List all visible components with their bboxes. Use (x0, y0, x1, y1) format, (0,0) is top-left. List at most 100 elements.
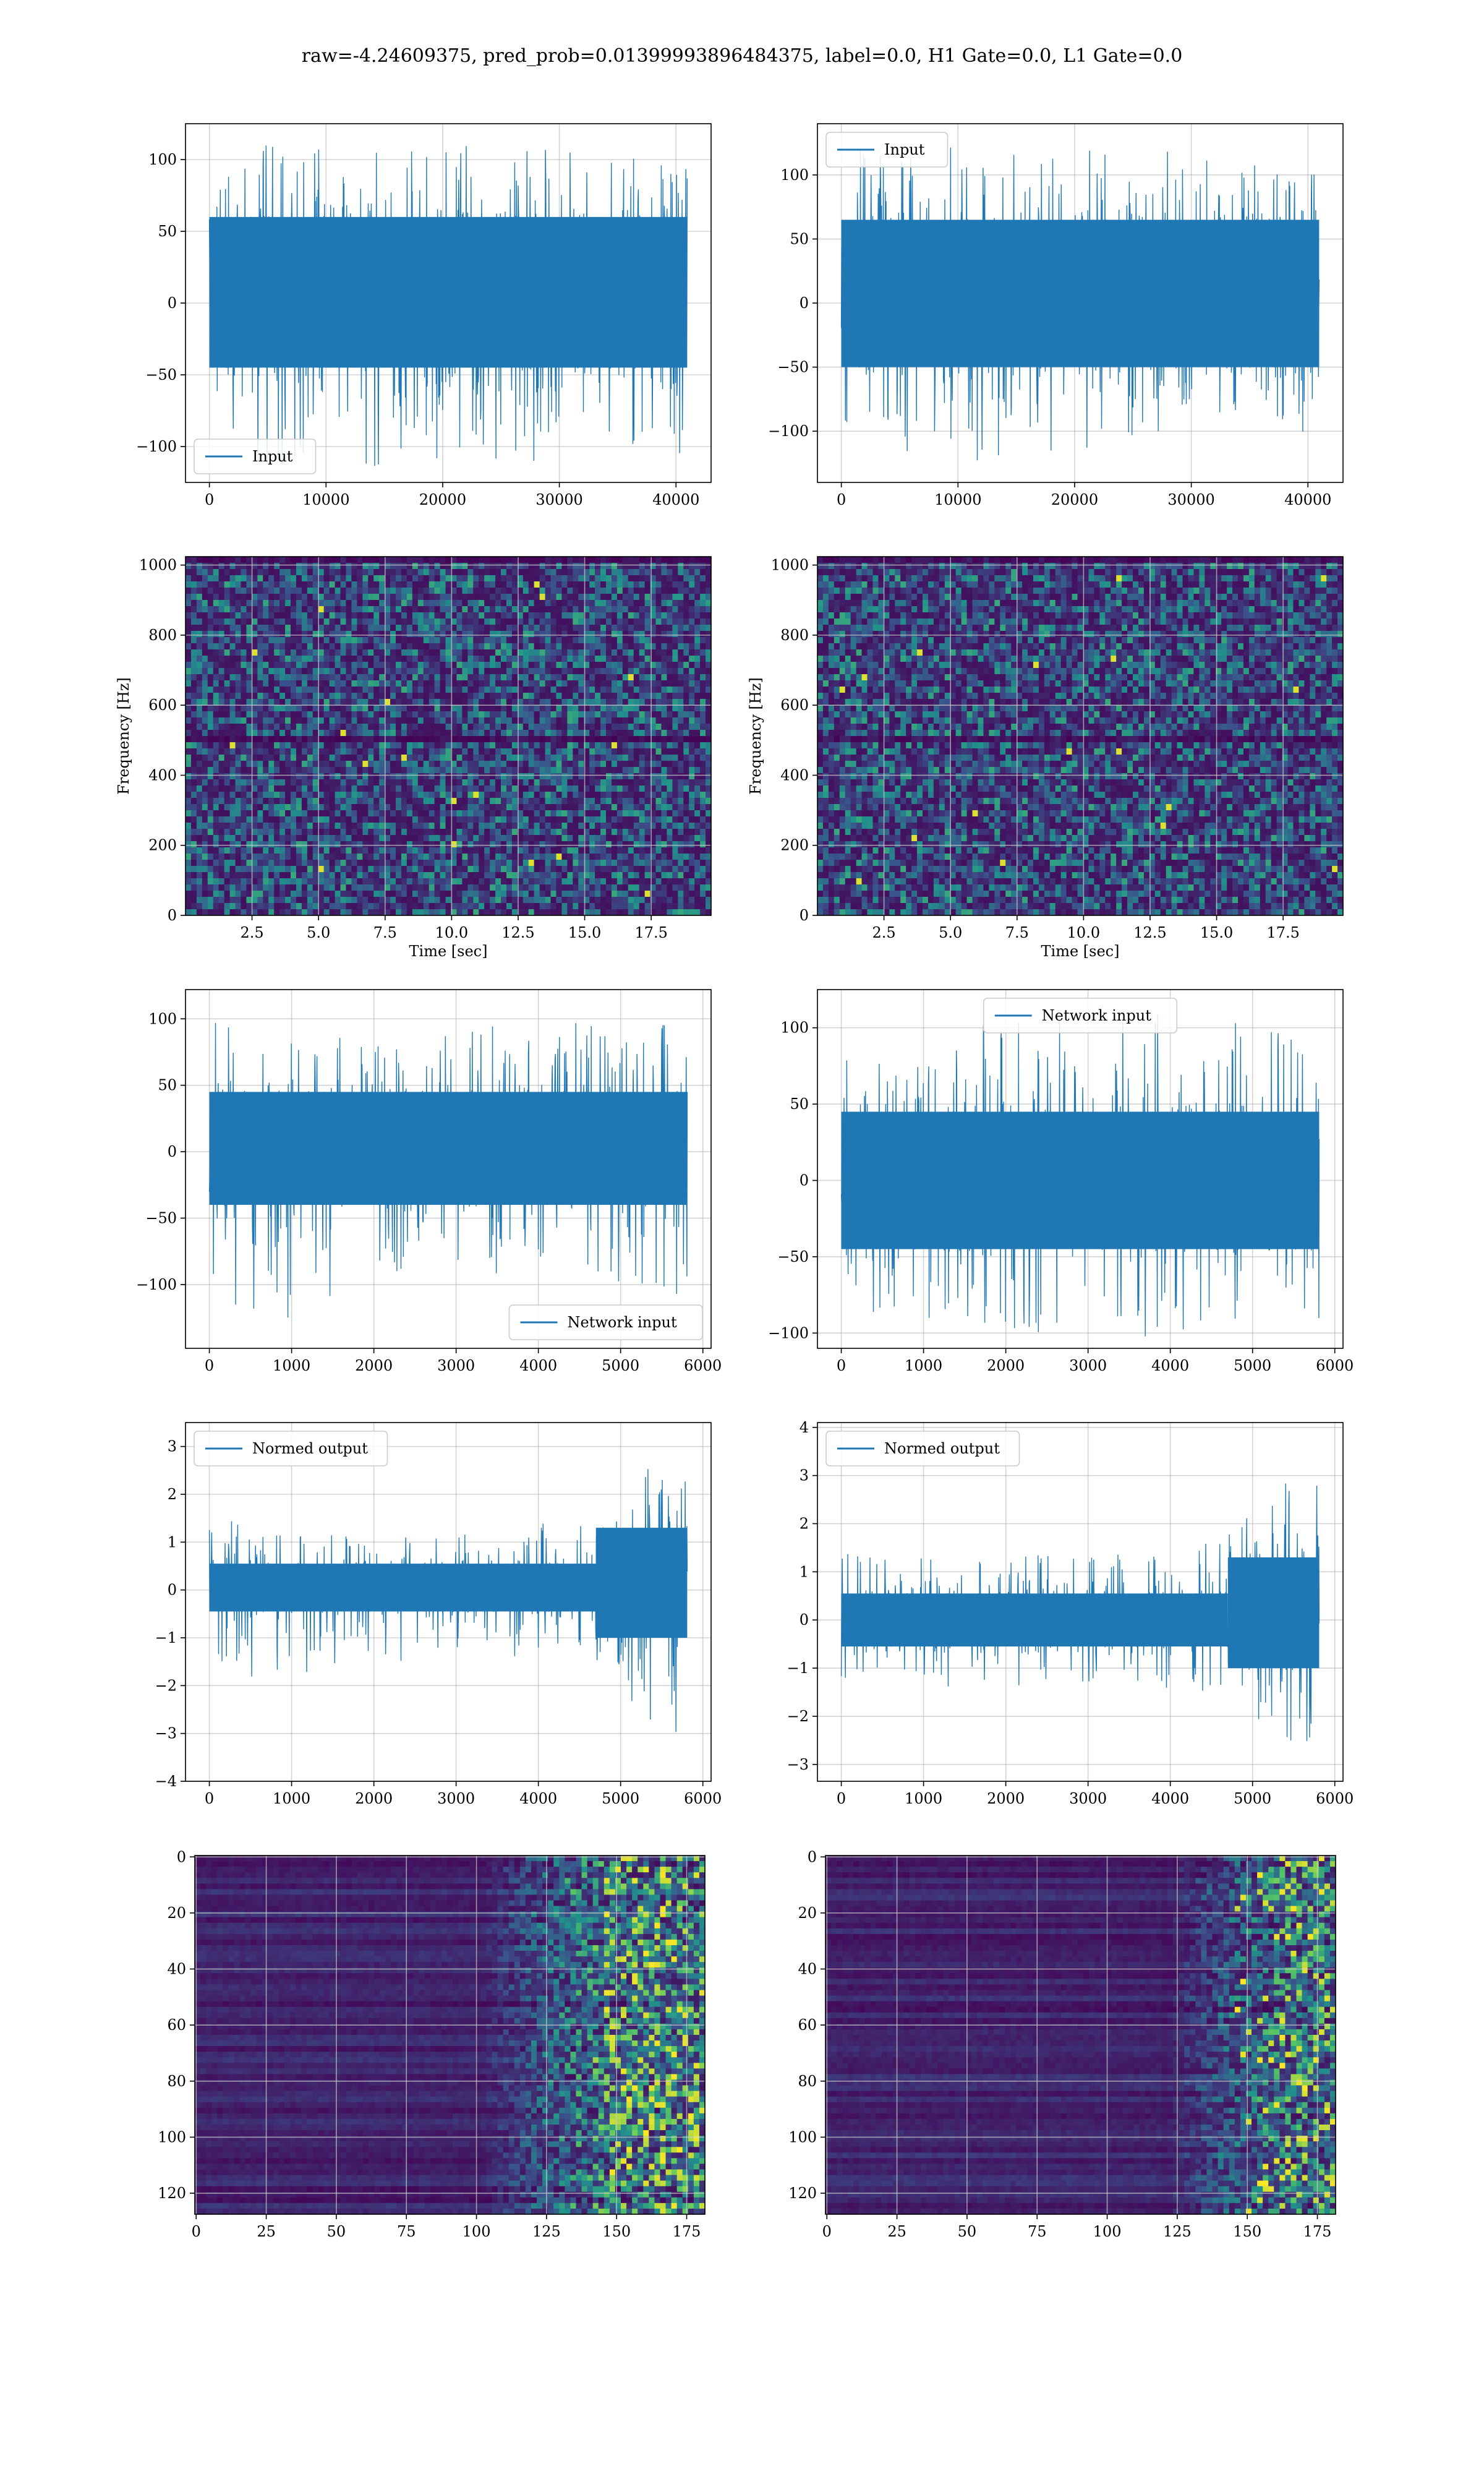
heatmap-cell (523, 816, 529, 823)
heatmap-cell (706, 656, 712, 662)
heatmap-cell (639, 792, 646, 798)
heatmap-cell (512, 792, 518, 798)
heatmap-cell (252, 854, 258, 860)
heatmap-cell (600, 594, 607, 601)
heatmap-cell (623, 798, 629, 805)
heatmap-cell (672, 631, 678, 638)
heatmap-cell (307, 606, 313, 613)
heatmap-cell (379, 643, 385, 650)
heatmap-cell (595, 866, 601, 873)
heatmap-cell (368, 588, 374, 594)
heatmap-cell (307, 618, 313, 625)
heatmap-cell (700, 724, 706, 730)
heatmap-cell (379, 829, 385, 836)
heatmap-cell (700, 730, 706, 737)
heatmap-cell (401, 637, 407, 644)
heatmap-cell (429, 637, 435, 644)
heatmap-cell (208, 606, 214, 613)
heatmap-cell (236, 779, 242, 786)
heatmap-cell (236, 656, 242, 662)
heatmap-cell (551, 662, 557, 669)
heatmap-cell (318, 724, 325, 730)
heatmap-cell (324, 612, 330, 619)
heatmap-cell (241, 612, 247, 619)
heatmap-cell (230, 866, 236, 873)
heatmap-cell (501, 649, 507, 656)
heatmap-cell (551, 588, 557, 594)
heatmap-cell (285, 829, 291, 836)
heatmap-cell (628, 767, 634, 774)
heatmap-cell (678, 767, 684, 774)
heatmap-cell (600, 662, 607, 669)
heatmap-cell (661, 810, 667, 817)
heatmap-cell (689, 785, 695, 792)
heatmap-cell (595, 742, 601, 749)
heatmap-cell (368, 810, 374, 817)
heatmap-cell (279, 581, 286, 588)
heatmap-cell (335, 668, 341, 675)
heatmap-cell (279, 711, 286, 718)
heatmap-cell (285, 600, 291, 607)
heatmap-cell (484, 773, 490, 780)
heatmap-cell (341, 872, 347, 879)
heatmap-cell (401, 594, 407, 601)
heatmap-cell (268, 847, 275, 854)
heatmap-cell (589, 606, 595, 613)
heatmap-cell (285, 717, 291, 724)
heatmap-cell (462, 792, 468, 798)
heatmap-cell (561, 810, 568, 817)
heatmap-cell (379, 687, 385, 693)
heatmap-cell (683, 866, 689, 873)
heatmap-cell (495, 569, 501, 576)
heatmap-cell (268, 872, 275, 879)
heatmap-cell (341, 662, 347, 669)
heatmap-cell (368, 662, 374, 669)
heatmap-cell (407, 612, 413, 619)
heatmap-cell (279, 773, 286, 780)
heatmap-cell (456, 792, 463, 798)
heatmap-cell (573, 643, 579, 650)
heatmap-cell (634, 668, 640, 675)
heatmap-cell (700, 662, 706, 669)
heatmap-cell (341, 656, 347, 662)
heatmap-cell (467, 618, 474, 625)
heatmap-cell (219, 643, 225, 650)
heatmap-cell (661, 761, 667, 768)
heatmap-cell (412, 680, 419, 687)
heatmap-cell (324, 835, 330, 842)
heatmap-cell (407, 804, 413, 811)
heatmap-cell (241, 618, 247, 625)
heatmap-cell (241, 637, 247, 644)
heatmap-cell (418, 643, 424, 650)
heatmap-cell (628, 656, 634, 662)
heatmap-cell (274, 872, 280, 879)
heatmap-cell (694, 705, 701, 712)
heatmap-cell (335, 563, 341, 570)
heatmap-cell (467, 835, 474, 842)
heatmap-cell (490, 594, 496, 601)
heatmap-cell (678, 860, 684, 867)
heatmap-cell (495, 779, 501, 786)
heatmap-cell (257, 829, 263, 836)
heatmap-cell (268, 612, 275, 619)
heatmap-cell (241, 705, 247, 712)
heatmap-cell (573, 847, 579, 854)
heatmap-cell (567, 637, 573, 644)
heatmap-cell (335, 872, 341, 879)
heatmap-cell (523, 804, 529, 811)
heatmap-cell (617, 835, 623, 842)
heatmap-cell (578, 643, 584, 650)
heatmap-cell (595, 755, 601, 761)
heatmap-cell (683, 618, 689, 625)
heatmap-cell (197, 736, 203, 743)
heatmap-cell (279, 798, 286, 805)
heatmap-cell (456, 816, 463, 823)
heatmap-cell (545, 798, 552, 805)
heatmap-cell (540, 569, 546, 576)
heatmap-cell (623, 668, 629, 675)
heatmap-cell (551, 798, 557, 805)
heatmap-cell (506, 854, 513, 860)
heatmap-cell (379, 724, 385, 730)
heatmap-cell (324, 668, 330, 675)
heatmap-cell (661, 600, 667, 607)
